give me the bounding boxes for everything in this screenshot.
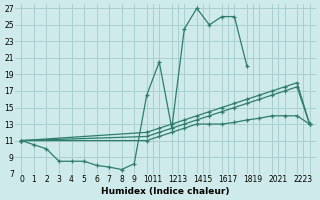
- X-axis label: Humidex (Indice chaleur): Humidex (Indice chaleur): [101, 187, 230, 196]
